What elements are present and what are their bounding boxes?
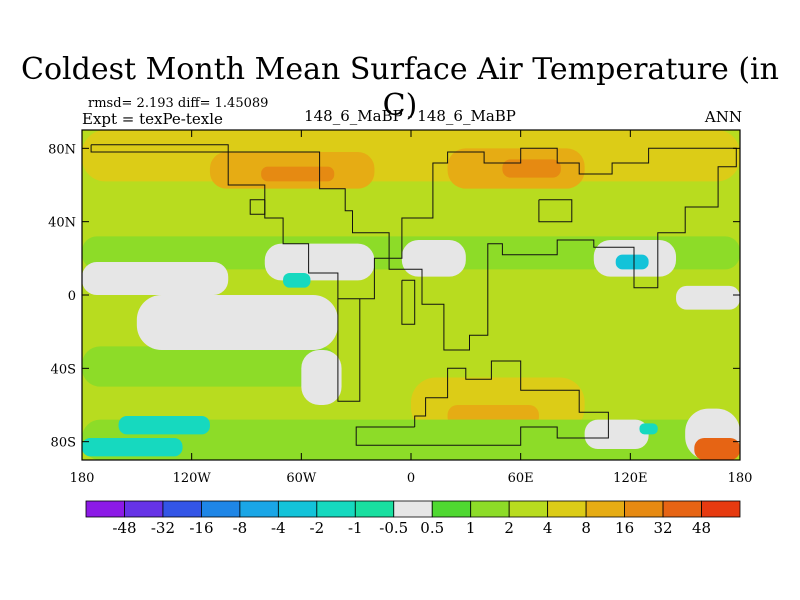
field-region [615,254,649,270]
season-label: ANN [704,108,742,126]
field-region [118,416,210,435]
axes: 180 120W 60W 0 60E 120E 180 80N 40N 0 40S 80S [48,130,752,486]
colorbar-swatch [508,500,549,518]
x-tick-label: 120E [613,471,647,486]
colorbar-label: -1 [348,519,363,537]
field-region [283,273,311,288]
colorbar-swatch [162,500,202,518]
colorbar-swatch [201,500,241,518]
coastline [90,144,737,351]
field-region [82,262,229,295]
colorbar-swatch [701,500,741,518]
coastline [401,279,416,325]
field-region [401,240,466,277]
x-tick-label: 0 [407,471,415,486]
chart-title: Coldest Month Mean Surface Air Temperatu… [21,52,779,123]
colorbar-label: -48 [112,519,136,537]
colorbar-swatch [662,500,702,518]
coastline [355,360,609,446]
field-region [676,285,740,310]
field-region [301,350,342,405]
colorbar-swatch [585,500,625,518]
colorbar-label: -16 [189,519,213,537]
colorbar: -48 -32 -16 -8 -4 -2 -1 -0.5 0.5 1 2 4 8 16 32 48 [85,500,741,537]
y-tick-label: 0 [68,289,76,304]
colorbar-label: -32 [151,519,175,537]
colorbar-label: 2 [504,519,514,537]
field-region [82,346,338,387]
field-region [261,166,335,182]
colorbar-label: 4 [543,519,553,537]
field-region [502,159,561,178]
x-tick-label: 60E [508,471,534,486]
field-region [82,130,740,182]
colorbar-label: 0.5 [420,519,444,537]
temperature-field [82,130,740,460]
colorbar-swatch [85,500,125,518]
colorbar-swatch [277,500,318,518]
y-tick-label: 80N [48,142,76,157]
stats-text: rmsd= 2.193 diff= 1.45089 [88,96,269,111]
colorbar-label: 16 [615,519,634,537]
colorbar-swatch [124,500,164,518]
field-region [584,419,649,449]
coastline [538,199,573,223]
y-tick-label: 40N [48,216,76,231]
field-region [82,438,183,457]
experiment-label: Expt = texPe-texle [82,110,223,128]
x-tick-label: 180 [70,471,95,486]
field-region [82,419,740,460]
coastline [249,199,266,215]
colorbar-label: -8 [233,519,248,537]
colorbar-swatch [393,500,433,518]
colorbar-swatch [624,500,664,518]
colorbar-swatch [470,500,510,518]
colorbar-label: -4 [271,519,286,537]
x-tick-label: 60W [286,471,317,486]
colorbar-swatch [354,500,395,518]
colorbar-label: -0.5 [379,519,408,537]
colorbar-label: 48 [692,519,711,537]
colorbar-swatch [239,500,279,518]
colorbar-label: -2 [310,519,325,537]
colorbar-label: 8 [581,519,591,537]
field-region [264,243,375,281]
y-tick-label: 40S [51,362,76,377]
colorbar-swatch [547,500,587,518]
colorbar-label: 1 [466,519,476,537]
colorbar-swatch [316,500,356,518]
colorbar-label: 32 [654,519,673,537]
field-region [136,295,338,350]
case-label: 148_6_MaBP - 148_6_MaBP [304,107,516,125]
field-region [639,423,658,435]
field-region [694,438,740,460]
y-tick-label: 80S [51,436,76,451]
x-tick-label: 180 [728,471,753,486]
coastline [337,298,361,402]
land-outline [90,144,737,446]
colorbar-swatch [431,500,472,518]
x-tick-label: 120W [173,471,212,486]
